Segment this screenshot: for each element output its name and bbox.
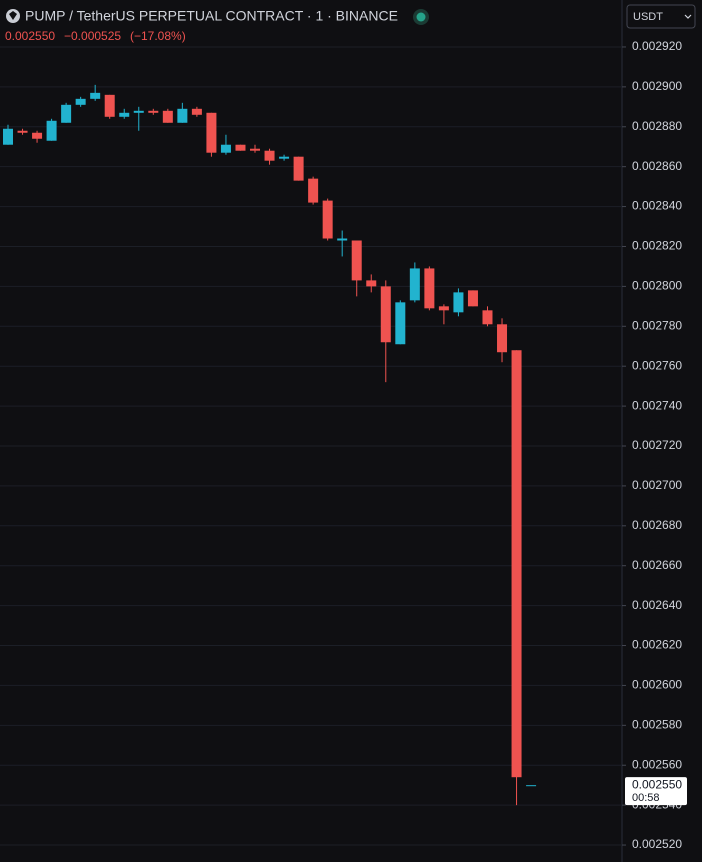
y-tick-label: 0.002840 (632, 199, 682, 213)
candle-body (366, 280, 377, 287)
y-tick-label: 0.002680 (632, 518, 682, 532)
last-price: 0.002550 (5, 29, 55, 43)
candles (3, 84, 537, 806)
candle-body (279, 156, 290, 159)
candle-body (322, 200, 333, 239)
y-tick-label: 0.002740 (632, 398, 682, 412)
candle-body (438, 306, 449, 311)
candle-body (220, 144, 231, 153)
y-tick-label: 0.002580 (632, 718, 682, 732)
candle-body (148, 110, 159, 113)
candle-body (351, 240, 362, 281)
y-tick-label: 0.002880 (632, 119, 682, 133)
candle-body (90, 92, 101, 99)
candle-body (250, 148, 261, 151)
y-tick-label: 0.002660 (632, 558, 682, 572)
y-tick-label: 0.002760 (632, 358, 682, 372)
y-tick-label: 0.002860 (632, 159, 682, 173)
candle-body (17, 130, 28, 133)
candle-body (482, 310, 493, 325)
candle-body (467, 290, 478, 307)
candle-body (104, 94, 115, 117)
candle-body (337, 238, 348, 241)
y-tick-label: 0.002720 (632, 438, 682, 452)
y-axis: 0.0025200.0025400.0025600.0025800.002600… (622, 39, 687, 851)
price-change-pct: (−17.08%) (130, 29, 186, 43)
chart-title: PUMP / TetherUS PERPETUAL CONTRACT · 1 ·… (25, 8, 398, 24)
candle-body (264, 150, 275, 161)
y-tick-label: 0.002520 (632, 837, 682, 851)
candle-body (177, 108, 188, 123)
candle-body (308, 178, 319, 203)
candle-body (133, 110, 144, 113)
y-tick-label: 0.002820 (632, 239, 682, 253)
price-marker (625, 777, 687, 806)
candle-body (206, 112, 217, 153)
candle-body (46, 120, 57, 141)
y-tick-label: 0.002620 (632, 638, 682, 652)
candle-body (409, 268, 420, 301)
y-tick-label: 0.002560 (632, 757, 682, 771)
candle-body (235, 144, 246, 151)
price-change: −0.000525 (64, 29, 121, 43)
candle-body (293, 156, 304, 181)
dropdown-arrow (684, 14, 692, 19)
currency-label: USDT (633, 11, 663, 23)
y-tick-label: 0.002800 (632, 279, 682, 293)
countdown: 00:58 (632, 792, 660, 804)
y-tick-label: 0.002600 (632, 678, 682, 692)
candle-body (3, 128, 13, 145)
status-dot (416, 12, 426, 22)
y-tick-label: 0.002640 (632, 598, 682, 612)
y-tick-label: 0.002780 (632, 318, 682, 332)
y-tick-label: 0.002900 (632, 79, 682, 93)
candle-body (395, 302, 406, 345)
y-tick-label: 0.002920 (632, 39, 682, 53)
currency-dropdown[interactable] (626, 4, 696, 29)
candle-body (162, 110, 173, 123)
candle-body (32, 132, 43, 139)
symbol-icon-glyph (9, 11, 17, 20)
candle-body (191, 108, 202, 115)
candle-body (119, 112, 130, 117)
candle-body (75, 98, 86, 105)
candle-body (61, 104, 72, 123)
candle-body (511, 350, 522, 778)
y-tick-label: 0.002700 (632, 478, 682, 492)
candle-body (424, 268, 435, 309)
candle-body (497, 324, 508, 353)
candle-body (380, 286, 391, 343)
price-marker-label: 0.002550 (632, 777, 682, 791)
candle-body (453, 292, 464, 313)
grid (0, 46, 622, 846)
candle-body (526, 785, 537, 787)
